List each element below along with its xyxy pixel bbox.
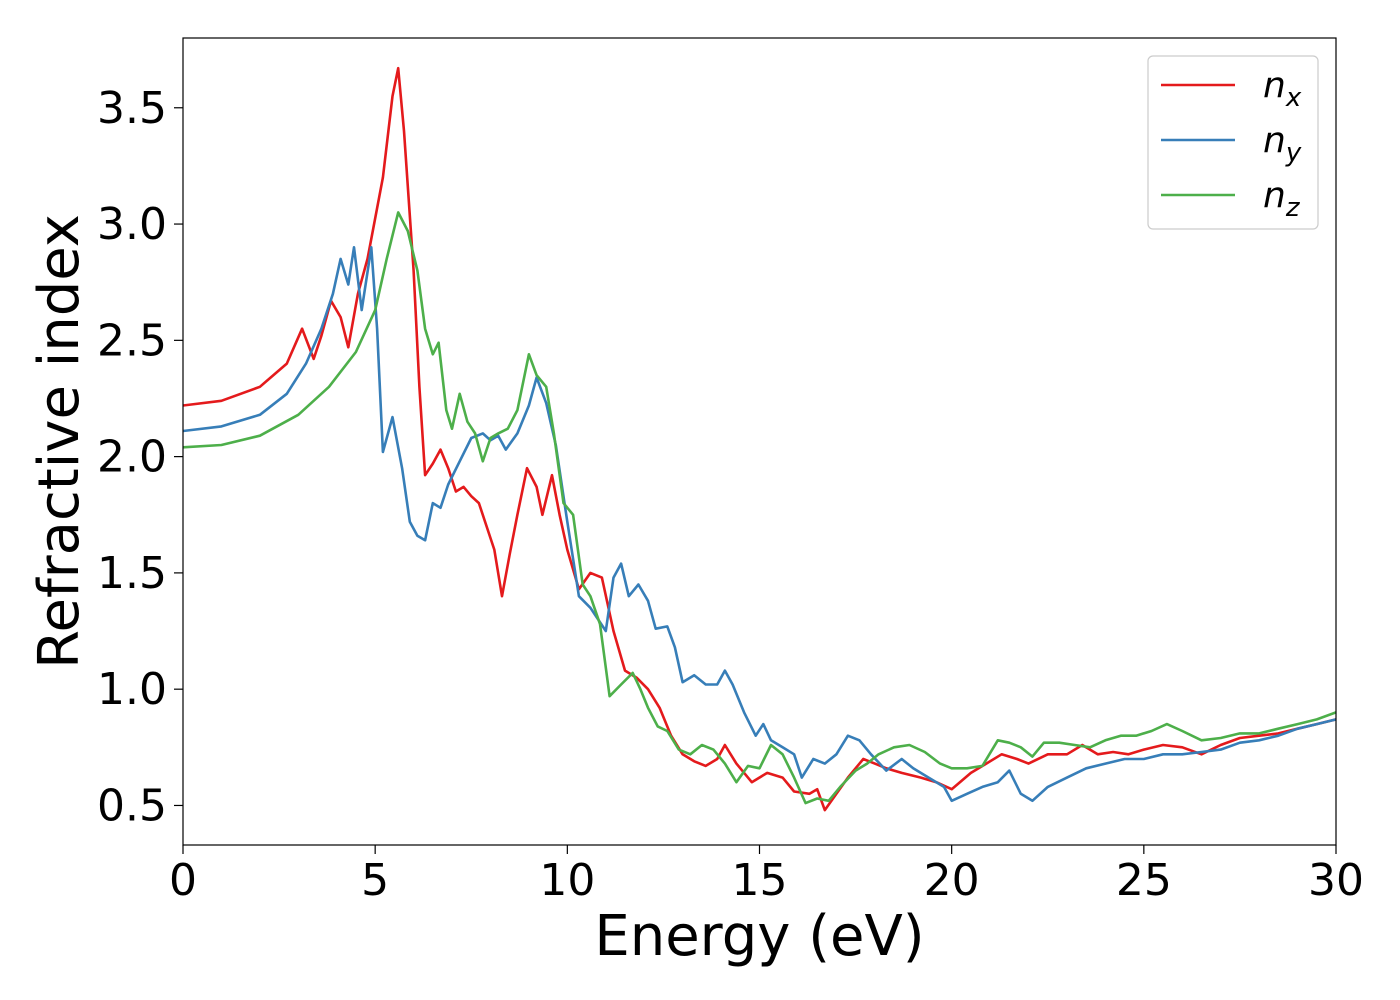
y-axis-title: Refractive index [27,214,92,669]
y-tick-label: 3.0 [97,199,167,250]
x-axis-title: Energy (eV) [594,904,924,969]
y-tick-label: 1.5 [97,548,167,599]
series-line-z [183,211,1336,805]
x-tick-label: 10 [539,855,595,906]
y-tick-label: 2.0 [97,432,167,483]
x-axis: 0 5 10 15 20 25 30 [169,845,1364,906]
y-tick-label: 3.5 [97,83,167,134]
legend-label-z: nz [1263,175,1301,223]
series-layer [183,66,1336,812]
y-tick-label: 0.5 [97,780,167,831]
x-tick-label: 30 [1308,855,1364,906]
x-tick-label: 25 [1116,855,1172,906]
y-axis: 0.5 1.0 1.5 2.0 2.5 3.0 3.5 [97,83,183,831]
y-tick-label: 1.0 [97,664,167,715]
x-tick-label: 5 [361,855,389,906]
series-line-y [183,246,1336,803]
legend-label-y: ny [1263,120,1302,168]
y-tick-label: 2.5 [97,315,167,366]
x-tick-label: 15 [732,855,788,906]
x-tick-label: 20 [924,855,980,906]
legend: nx ny nz [1147,55,1319,230]
x-tick-label: 0 [169,855,197,906]
legend-box [1147,55,1319,230]
legend-label-x: nx [1263,65,1302,113]
series-line-x [183,66,1336,812]
